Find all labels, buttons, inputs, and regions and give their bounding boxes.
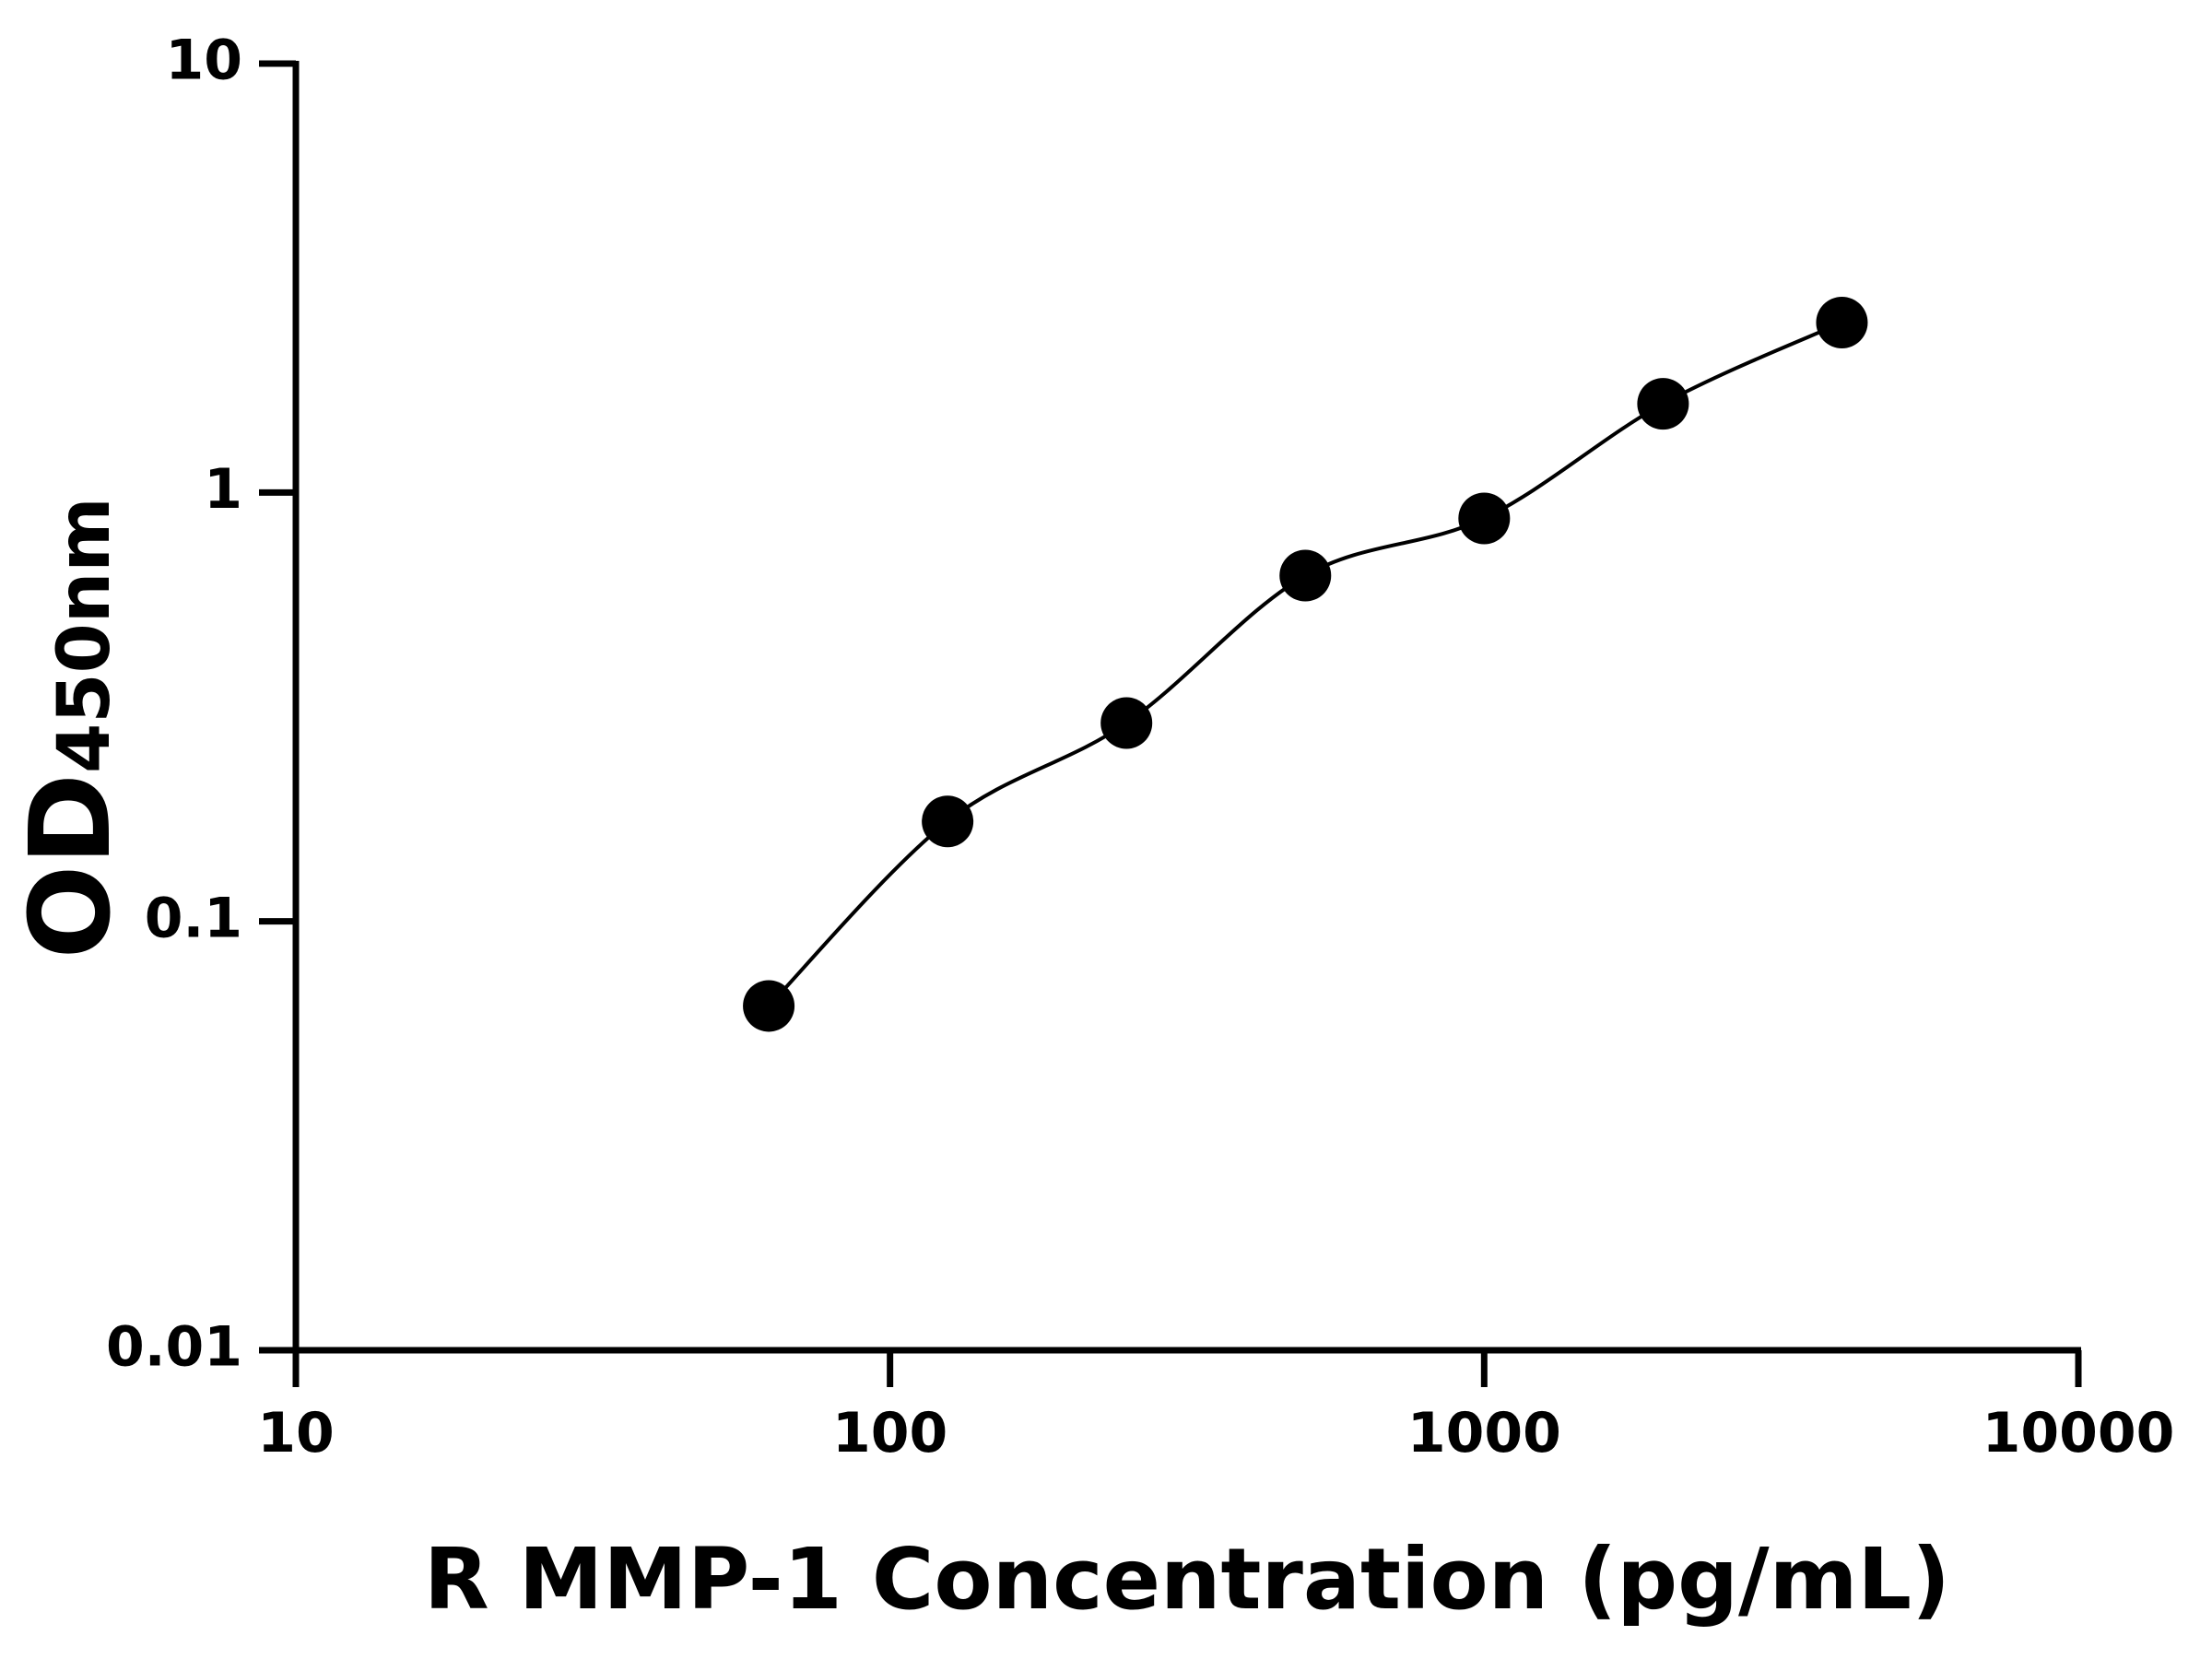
data-point xyxy=(743,980,795,1032)
x-tick-label: 1000 xyxy=(1407,1401,1561,1465)
data-point xyxy=(1816,296,1868,348)
data-point xyxy=(922,795,974,848)
data-point xyxy=(1458,492,1511,545)
y-tick-label: 0.01 xyxy=(106,1315,242,1380)
data-point xyxy=(1100,697,1153,749)
y-axis-label: OD450nm xyxy=(7,497,135,959)
y-tick-label: 1 xyxy=(204,457,242,522)
y-tick-label: 10 xyxy=(166,29,243,93)
x-tick-label: 10000 xyxy=(1983,1401,2175,1465)
y-axis-label-sub: 450nm xyxy=(43,497,126,773)
x-tick-label: 10 xyxy=(257,1401,335,1465)
data-point xyxy=(1637,378,1689,430)
x-tick-label: 100 xyxy=(832,1401,947,1465)
fit-curve xyxy=(767,321,1843,1007)
y-axis-label-main: OD xyxy=(7,773,135,959)
data-point xyxy=(1279,549,1332,602)
x-axis-label: R MMP-1 Concentration (pg/mL) xyxy=(424,1530,1950,1629)
y-tick-label: 0.1 xyxy=(145,886,242,950)
